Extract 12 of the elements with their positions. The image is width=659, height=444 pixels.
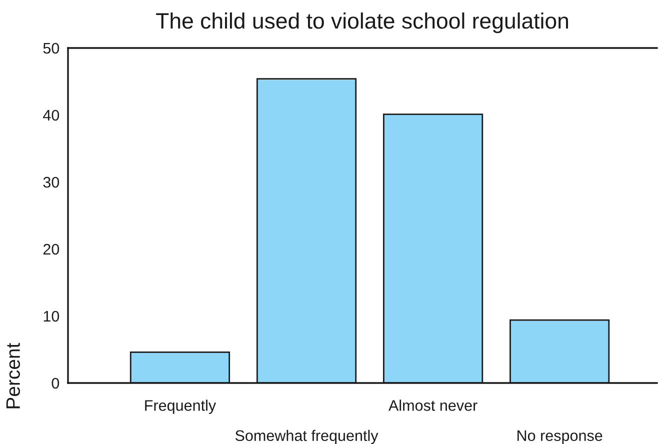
y-tick-label: 10 [44,310,60,322]
x-tick-label: Almost never [388,400,478,411]
y-tick-label: 50 [43,42,60,54]
y-tick-label: 20 [43,244,60,255]
y-tick-label: 30 [43,176,60,188]
x-tick-label: No response [518,430,602,444]
y-axis-title: Percent [6,342,20,408]
y-tick-label: 40 [43,110,60,121]
chart-title: The child used to violate school regulation [156,12,568,34]
x-tick-label: Somewhat frequently [235,430,378,444]
x-tick-label: Frequently [145,400,216,414]
y-tick-label: 0 [52,378,60,389]
